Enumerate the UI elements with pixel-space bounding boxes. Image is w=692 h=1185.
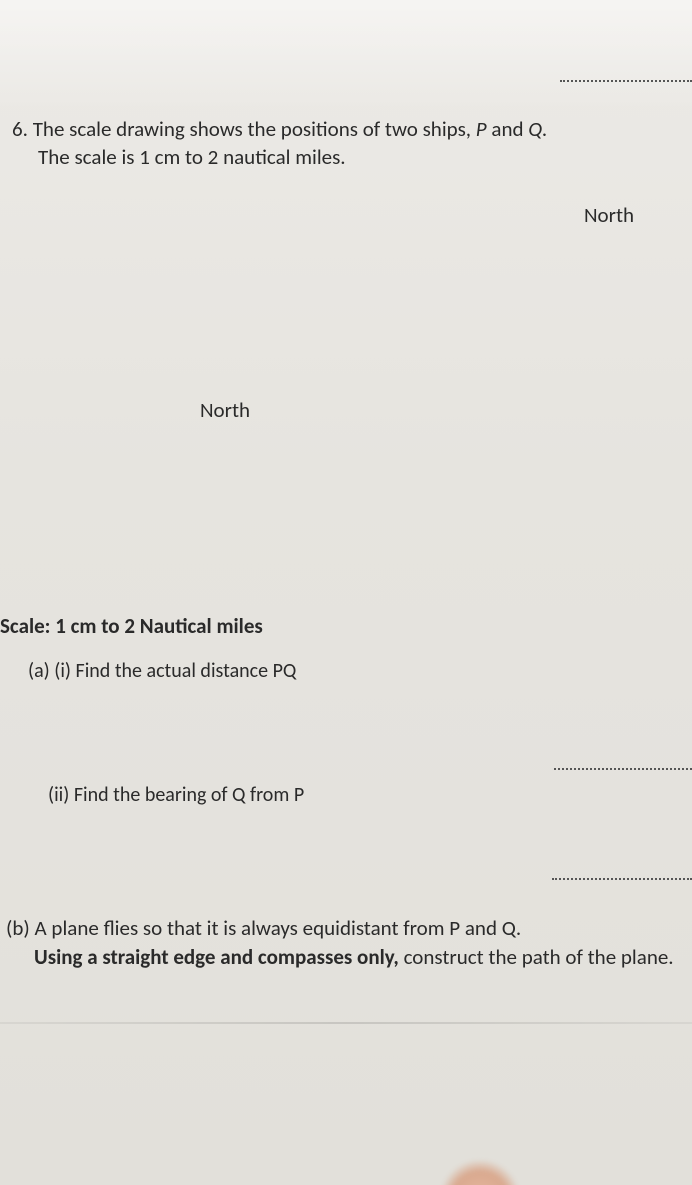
ship-q-label: Q.: [528, 116, 547, 142]
part-a-ii-text: Find the bearing of Q from P: [74, 783, 304, 807]
part-a-i: (a) (i) Find the actual distance PQ: [28, 659, 296, 683]
page-fold-seam: [0, 1022, 692, 1024]
north-label-right: North: [584, 202, 634, 228]
and-word: and: [487, 116, 529, 142]
part-b-bold: Using a straight edge and compasses only…: [34, 944, 399, 970]
part-a-label: (a): [28, 659, 50, 683]
north-label-left: North: [200, 397, 250, 423]
answer-line-a-ii: [552, 878, 692, 880]
part-b-rest: construct the path of the plane.: [399, 944, 674, 970]
finger-shadow: [440, 1160, 520, 1185]
question-stem: 6. The scale drawing shows the positions…: [12, 115, 548, 172]
question-text-2: The scale is 1 cm to 2 nautical miles.: [38, 143, 548, 171]
ship-p-label: P: [476, 116, 487, 142]
paper-highlight: [0, 0, 692, 110]
question-number: 6.: [12, 116, 28, 142]
part-a-ii: (ii) Find the bearing of Q from P: [48, 783, 304, 807]
part-b: (b) A plane flies so that it is always e…: [6, 914, 674, 973]
part-b-label: (b): [6, 915, 30, 941]
question-text-1: The scale drawing shows the positions of…: [33, 116, 476, 142]
scale-statement: Scale: 1 cm to 2 Nautical miles: [0, 613, 263, 639]
part-b-line1: A plane flies so that it is always equid…: [35, 915, 522, 941]
part-a-ii-label: (ii): [48, 783, 69, 807]
part-a-i-text: Find the actual distance PQ: [76, 659, 297, 683]
answer-line-top: [560, 80, 692, 82]
worksheet-page: 6. The scale drawing shows the positions…: [0, 0, 692, 1185]
part-a-i-label: (i): [54, 659, 71, 683]
answer-line-a-i: [554, 768, 692, 770]
